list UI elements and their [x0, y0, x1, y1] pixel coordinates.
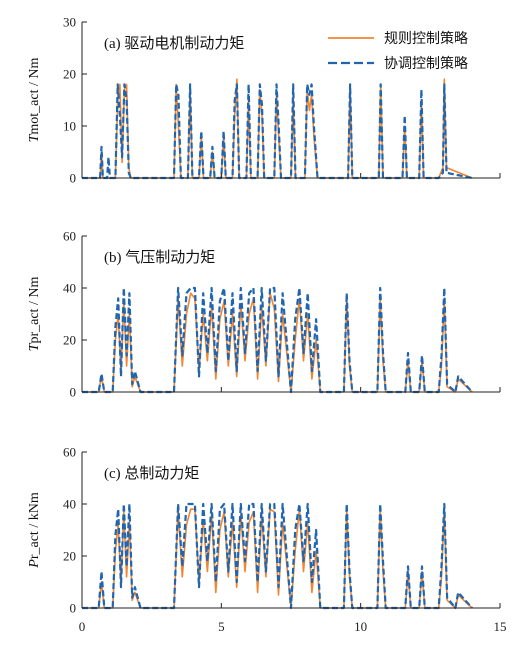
y-axis-label: Tpr_act / Nm — [27, 277, 42, 352]
y-tick-label: 30 — [63, 15, 76, 30]
legend-label: 协调控制策略 — [384, 55, 468, 72]
y-axis-label-symbol: T — [27, 133, 42, 142]
y-tick-label: 20 — [63, 549, 76, 564]
y-axis-label-text: pr_act / Nm — [27, 277, 42, 344]
y-axis-label-symbol: P — [27, 559, 42, 569]
x-tick-label: 15 — [494, 619, 507, 634]
y-tick-label: 20 — [63, 333, 76, 348]
y-tick-label: 20 — [63, 67, 76, 82]
y-tick-label: 60 — [63, 445, 76, 460]
y-axis-label-text: r_act / kNm — [27, 492, 42, 559]
y-axis-label: Tmot_act / Nm — [27, 58, 42, 143]
y-axis-label: Pr_act / kNm — [27, 492, 42, 569]
x-tick-label: 5 — [218, 619, 225, 634]
y-tick-label: 0 — [70, 385, 77, 400]
y-tick-label: 10 — [63, 119, 76, 134]
series-line-coordinated — [82, 83, 473, 180]
panel-title: (a) 驱动电机制动力矩 — [104, 35, 244, 52]
legend-label: 规则控制策略 — [384, 30, 468, 47]
y-tick-label: 0 — [70, 171, 77, 186]
y-axis-label-text: mot_act / Nm — [27, 58, 42, 135]
series-line-coordinated — [82, 286, 473, 394]
series-line-coordinated — [82, 502, 473, 610]
y-tick-label: 40 — [63, 281, 76, 296]
panel-2: 0 20 40 60 (b) 气压制动力矩 Tpr_act / Nm — [27, 229, 501, 400]
y-tick-label: 0 — [70, 601, 77, 616]
x-tick-label: 10 — [354, 619, 367, 634]
panel-title: (c) 总制动力矩 — [104, 465, 199, 482]
y-tick-label: 40 — [63, 497, 76, 512]
x-tick-label: 0 — [79, 619, 86, 634]
panel-3: 0 20 40 60 0 5 10 15 (c) 总制动力矩 Pr_act / kNm — [27, 445, 507, 635]
y-tick-label: 60 — [63, 229, 76, 244]
y-axis-label-symbol: T — [27, 342, 42, 351]
panel-title: (b) 气压制动力矩 — [104, 249, 215, 266]
panel-1: 0 10 20 30 (a) 驱动电机制动力矩 Tmot_act / Nm 规则控制策略协调… — [27, 15, 501, 186]
